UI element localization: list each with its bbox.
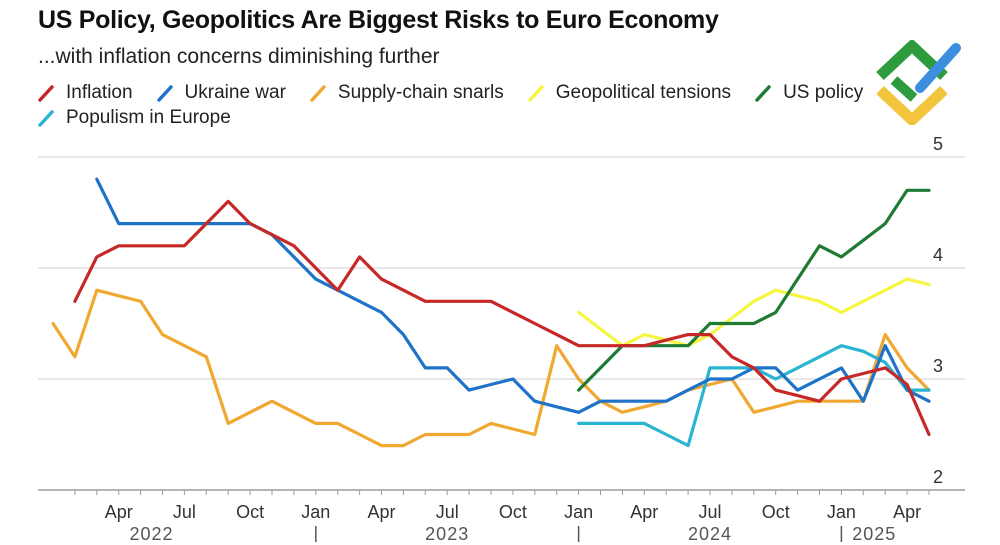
brand-logo-icon (876, 40, 961, 125)
x-tick-label: Jul (698, 502, 721, 522)
legend-item-us-policy: US policy (755, 82, 863, 104)
legend-item-ukraine-war: Ukraine war (156, 81, 286, 104)
x-tick-label: Apr (893, 502, 921, 522)
x-tick-label: Jan (827, 502, 856, 522)
series-line-ukraine-war (95, 177, 931, 414)
legend-label-inflation: Inflation (66, 81, 133, 103)
grid-lines (38, 156, 965, 491)
chart-title: US Policy, Geopolitics Are Biggest Risks… (38, 6, 719, 34)
legend-item-geopolitical: Geopolitical tensions (527, 81, 732, 104)
x-tick-label: Jan (564, 502, 593, 522)
x-tick-label: Oct (236, 502, 264, 522)
legend-swatch-supply-chain (310, 84, 326, 102)
x-tick-label: Apr (630, 502, 658, 522)
x-tick-label: Jul (436, 502, 459, 522)
x-tick-label: Oct (499, 502, 527, 522)
legend-swatch-populism (38, 109, 54, 127)
x-tick-label: Jul (173, 502, 196, 522)
legend-item-inflation: Inflation (38, 82, 133, 104)
series-line-geopolitical-tensions (576, 277, 931, 348)
legend-label-ukraine-war: Ukraine war (184, 81, 286, 103)
y-tick-label-5: 5 (933, 134, 943, 154)
legend: Inflation Ukraine war Supply-chain snarl… (38, 80, 958, 130)
legend-label-populism: Populism in Europe (66, 106, 231, 128)
legend-label-supply-chain: Supply-chain snarls (337, 81, 504, 103)
x-axis: Apr Jul Oct Jan Apr Jul Oct Jan Apr Jul Oct Jan Apr2… (74, 490, 930, 544)
x-tick-label: Apr (105, 502, 133, 522)
series-line-supply-chain-snarls (51, 288, 931, 448)
year-label: 2023 (425, 524, 469, 544)
legend-swatch-us-policy (755, 84, 771, 102)
x-tick-label: Jan (301, 502, 330, 522)
series-line-inflation (73, 199, 931, 437)
year-label: 2025 (852, 524, 896, 544)
legend-row-1: Inflation Ukraine war Supply-chain snarl… (38, 80, 958, 105)
legend-label-geopolitical: Geopolitical tensions (555, 81, 732, 103)
legend-swatch-inflation (38, 84, 54, 102)
chart-subtitle: ...with inflation concerns diminishing f… (38, 45, 440, 68)
legend-swatch-ukraine-war (156, 84, 173, 102)
year-label: 2024 (688, 524, 732, 544)
legend-label-us-policy: US policy (783, 81, 864, 103)
x-tick-label: Apr (367, 502, 395, 522)
x-tick-label: Oct (762, 502, 790, 522)
legend-item-supply-chain: Supply-chain snarls (310, 82, 504, 104)
series-lines (51, 177, 931, 448)
year-label: 2022 (130, 524, 174, 544)
y-tick-label-4: 4 (933, 245, 943, 265)
legend-swatch-geopolitical (527, 84, 544, 102)
y-tick-label-3: 3 (933, 356, 943, 376)
y-tick-label-2: 2 (933, 467, 943, 487)
legend-row-2: Populism in Europe (38, 105, 958, 130)
legend-item-populism: Populism in Europe (38, 107, 231, 129)
y-axis-ticks: 2 3 4 5 (933, 134, 943, 487)
